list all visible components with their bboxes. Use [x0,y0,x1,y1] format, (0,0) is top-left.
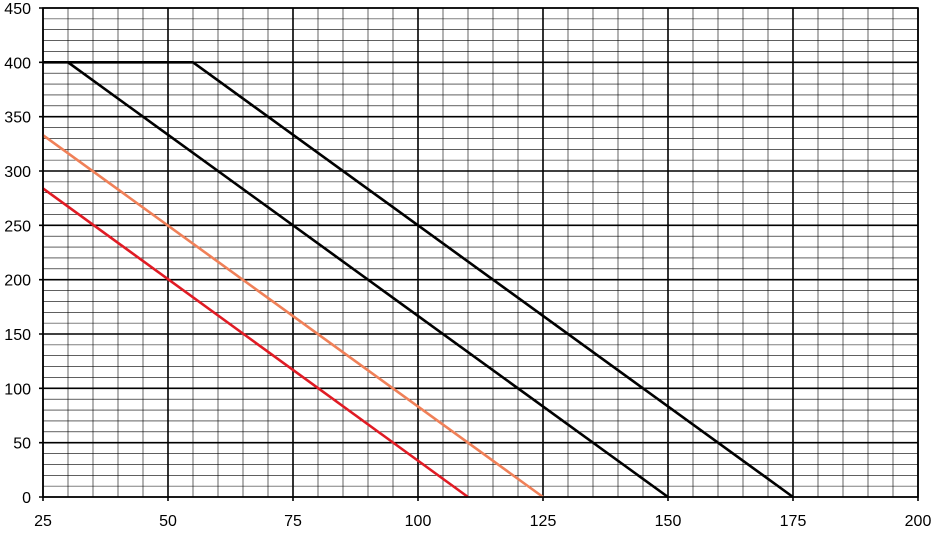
x-tick-label: 100 [405,513,432,530]
y-tick-label: 100 [4,381,31,398]
x-tick-label: 50 [159,513,177,530]
x-tick-label: 150 [655,513,682,530]
x-tick-label: 175 [780,513,807,530]
series-line-1 [43,61,794,499]
y-tick-label: 350 [4,110,31,127]
y-tick-label: 200 [4,273,31,290]
x-tick-label: 25 [34,513,52,530]
series-line-2 [67,61,669,499]
y-tick-label: 50 [13,436,31,453]
x-tick-label: 75 [284,513,302,530]
grid [39,7,919,501]
y-tick-label: 250 [4,218,31,235]
y-tick-label: 300 [4,164,31,181]
x-axis-tick-labels: 25 50 75 100 125 150 175 200 [34,513,931,530]
x-tick-label: 200 [905,513,932,530]
y-tick-label: 150 [4,327,31,344]
plot-frame [42,7,919,498]
y-tick-label: 400 [4,55,31,72]
series-line-3 [42,134,544,499]
x-tick-label: 125 [530,513,557,530]
series-layer [42,61,794,499]
y-tick-label: 0 [22,490,31,507]
y-axis-tick-labels: 0 50 100 150 200 250 300 350 400 450 [4,1,31,507]
y-tick-label: 450 [4,1,31,18]
series-line-4 [42,187,469,499]
